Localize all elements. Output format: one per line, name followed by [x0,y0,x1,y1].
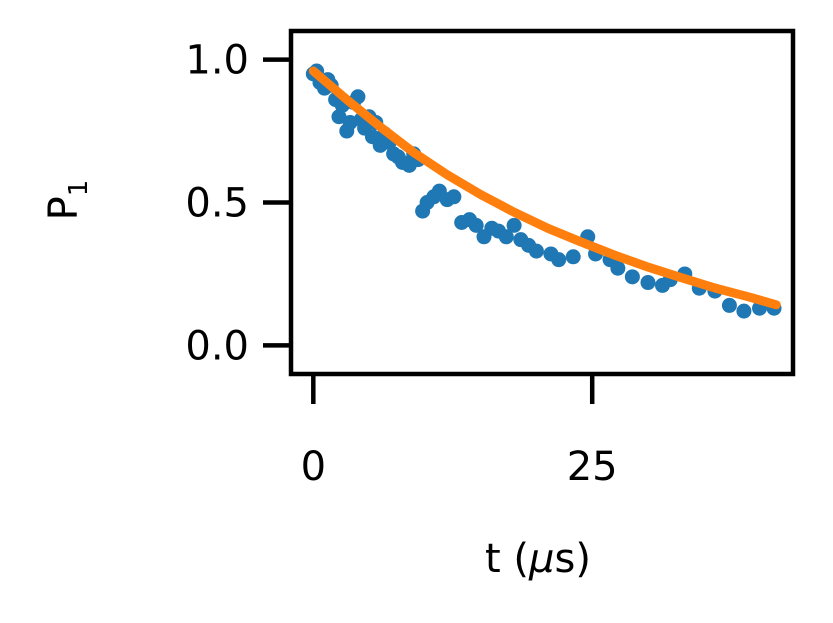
x-tick-label: 0 [301,444,326,490]
ticks-layer: 0 25 0.0 0.5 1.0 [185,38,617,490]
data-point [624,269,640,285]
y-tick-label: 1.0 [185,38,249,84]
data-point [610,260,626,276]
data-point [331,109,347,125]
x-axis-label: t (μs) [485,536,591,582]
plot-frame [288,28,796,377]
data-point [551,252,567,268]
y-axis-label: P1 [41,180,94,221]
y-tick-label: 0.5 [185,181,249,227]
data-point [446,189,462,205]
data-point [640,275,656,291]
x-tick-label: 25 [567,444,618,490]
data-point [736,303,752,319]
y-tick-label: 0.0 [185,323,249,369]
plot-data-layer [305,63,782,319]
data-point [468,217,484,233]
data-point [721,297,737,313]
data-point [506,217,522,233]
fit-line [308,66,781,310]
data-point [498,229,514,245]
data-point [565,249,581,265]
data-point [528,243,544,259]
